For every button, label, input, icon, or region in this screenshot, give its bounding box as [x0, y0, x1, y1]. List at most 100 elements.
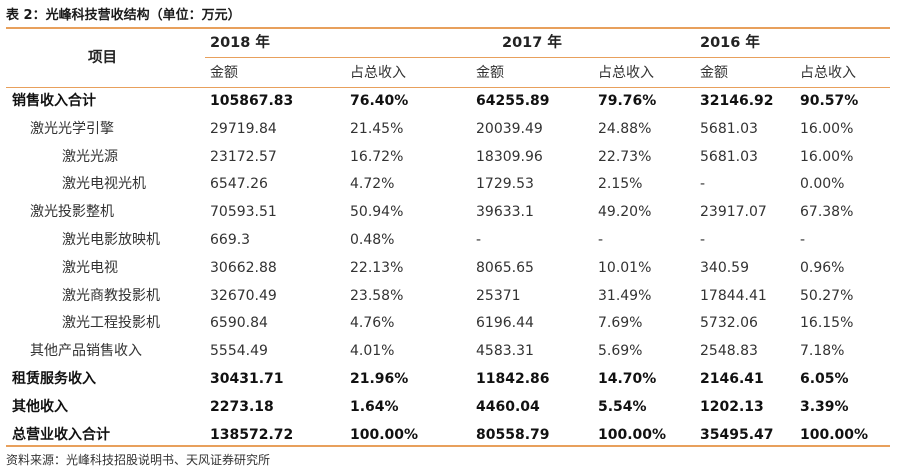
table-cell: 20039.49: [476, 120, 543, 137]
table-cell: 18309.96: [476, 148, 543, 165]
row-label: 其他收入: [12, 398, 68, 415]
row-label: 激光工程投影机: [62, 315, 160, 332]
table-cell: 16.00%: [800, 120, 854, 137]
table-cell: 23917.07: [700, 204, 767, 221]
table-cell: 669.3: [210, 232, 251, 248]
table-cell: 31.49%: [598, 287, 652, 304]
table-cell: 16.00%: [800, 148, 854, 165]
table-cell: 22.73%: [598, 148, 652, 165]
table-cell: 6590.84: [210, 315, 268, 332]
header-amount-2017: 金额: [476, 65, 504, 81]
table-cell: 340.59: [700, 259, 749, 276]
table-cell: 2146.41: [700, 371, 764, 387]
row-label: 激光投影整机: [30, 204, 114, 221]
table-cell: 1729.53: [476, 176, 534, 193]
row-label: 激光电视: [62, 259, 118, 276]
header-share-2018: 占总收入: [350, 65, 406, 81]
table-cell: 2.15%: [598, 176, 643, 193]
table-cell: 8065.65: [476, 259, 534, 276]
table-cell: 50.94%: [350, 204, 404, 221]
bottom-rule: [6, 445, 890, 447]
table-cell: 14.70%: [598, 371, 657, 387]
table-cell: 16.72%: [350, 148, 404, 165]
table-cell: 4.01%: [350, 343, 395, 360]
table-cell: -: [700, 232, 706, 248]
table-cell: 22.13%: [350, 259, 404, 276]
table-cell: 4.76%: [350, 315, 395, 332]
table-cell: 70593.51: [210, 204, 277, 221]
table-cell: 1.64%: [350, 398, 399, 415]
top-rule: [6, 27, 890, 29]
table-cell: 39633.1: [476, 204, 534, 221]
row-label: 激光光学引擎: [30, 120, 114, 137]
table-cell: 10.01%: [598, 259, 652, 276]
table-cell: -: [800, 232, 806, 248]
table-cell: 5554.49: [210, 343, 268, 360]
table-cell: 11842.86: [476, 371, 550, 387]
table-cell: 90.57%: [800, 93, 859, 109]
table-cell: 4583.31: [476, 343, 534, 360]
header-year-2018: 2018 年: [210, 35, 270, 51]
table-cell: 32146.92: [700, 93, 774, 109]
source-note: 资料来源：光峰科技招股说明书、天风证券研究所: [6, 453, 271, 467]
table-cell: 5.54%: [598, 398, 647, 415]
table-cell: 5.69%: [598, 343, 643, 360]
table-cell: 49.20%: [598, 204, 652, 221]
table-cell: 7.69%: [598, 315, 643, 332]
table-cell: 2548.83: [700, 343, 758, 360]
table-cell: 24.88%: [598, 120, 652, 137]
row-label: 激光电视光机: [62, 176, 146, 193]
row-label: 激光电影放映机: [62, 232, 160, 248]
table-cell: 4.72%: [350, 176, 395, 193]
table-cell: 35495.47: [700, 426, 774, 443]
table-cell: 138572.72: [210, 426, 294, 443]
row-label: 租赁服务收入: [12, 371, 96, 387]
table-cell: 32670.49: [210, 287, 277, 304]
table-cell: 0.00%: [800, 176, 845, 193]
row-label: 其他产品销售收入: [30, 343, 142, 360]
table-cell: 105867.83: [210, 93, 294, 109]
table-cell: 5681.03: [700, 120, 758, 137]
row-label: 激光商教投影机: [62, 287, 160, 304]
row-label: 激光光源: [62, 148, 118, 165]
table-cell: 6196.44: [476, 315, 534, 332]
table-cell: -: [700, 176, 706, 193]
table-cell: 0.96%: [800, 259, 845, 276]
header-share-2017: 占总收入: [598, 65, 654, 81]
table-cell: 21.96%: [350, 371, 409, 387]
table-cell: 30662.88: [210, 259, 277, 276]
table-cell: 29719.84: [210, 120, 277, 137]
header-bottom-rule: [6, 87, 890, 88]
table-cell: 80558.79: [476, 426, 550, 443]
header-amount-2016: 金额: [700, 65, 728, 81]
table-cell: 16.15%: [800, 315, 854, 332]
table-cell: 23172.57: [210, 148, 277, 165]
table-cell: 7.18%: [800, 343, 845, 360]
header-share-2016: 占总收入: [800, 65, 856, 81]
table-cell: 79.76%: [598, 93, 657, 109]
table-cell: 3.39%: [800, 398, 849, 415]
header-amount-2018: 金额: [210, 65, 238, 81]
table-caption: 表 2：光峰科技营收结构（单位：万元）: [6, 8, 241, 23]
table-cell: 25371: [476, 287, 521, 304]
table-cell: 50.27%: [800, 287, 854, 304]
table-cell: 1202.13: [700, 398, 764, 415]
table-cell: 4460.04: [476, 398, 540, 415]
table-cell: 76.40%: [350, 93, 409, 109]
table-cell: 5681.03: [700, 148, 758, 165]
row-label: 销售收入合计: [12, 93, 96, 109]
table-cell: -: [598, 232, 604, 248]
table-cell: 64255.89: [476, 93, 550, 109]
table-cell: 2273.18: [210, 398, 274, 415]
year-divider-rule: [205, 57, 890, 58]
header-year-2017: 2017 年: [502, 35, 562, 51]
table-cell: 5732.06: [700, 315, 758, 332]
table-cell: 100.00%: [350, 426, 419, 443]
table-cell: 100.00%: [800, 426, 869, 443]
table-cell: 17844.41: [700, 287, 767, 304]
table-cell: 100.00%: [598, 426, 667, 443]
header-item: 项目: [88, 50, 117, 66]
table-cell: 21.45%: [350, 120, 404, 137]
table-cell: 6.05%: [800, 371, 849, 387]
table-cell: 67.38%: [800, 204, 854, 221]
